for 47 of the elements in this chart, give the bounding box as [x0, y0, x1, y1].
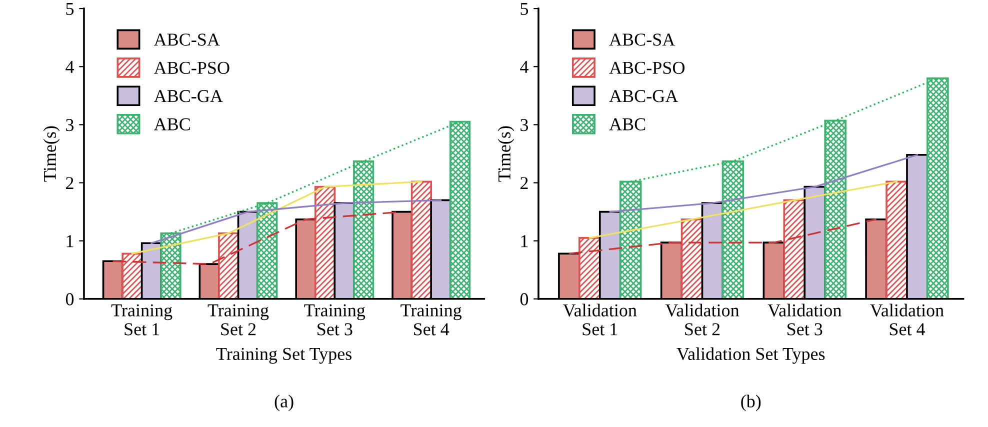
y-tick-label: 0	[520, 293, 528, 306]
x-tick-label: Training Set 1	[111, 304, 172, 336]
x-axis-title: Validation Set Types	[676, 347, 825, 364]
x-tick-label: Training Set 2	[208, 304, 269, 336]
y-axis-title: Time(s)	[498, 126, 514, 182]
bar	[449, 120, 471, 299]
bar	[824, 120, 846, 299]
y-tick-label: 4	[66, 60, 74, 73]
bar	[256, 202, 278, 299]
legend-label: ABC-GA	[154, 90, 223, 102]
x-tick-label: Validation Set 3	[768, 304, 842, 336]
legend-label: ABC-PSO	[609, 62, 684, 74]
bar	[160, 232, 182, 299]
text: (b)	[741, 394, 761, 412]
x-axis-title: Training Set Types	[216, 348, 352, 364]
line-series	[588, 180, 898, 239]
y-tick-label: 2	[520, 177, 528, 190]
legend-label: ABC	[154, 118, 190, 130]
y-tick-label: 5	[66, 2, 74, 15]
y-tick-label: 5	[520, 2, 528, 15]
x-tick-label: Validation Set 2	[665, 304, 740, 336]
y-tick-label: 1	[521, 235, 528, 248]
x-tick-label: Training Set 3	[304, 304, 366, 336]
line-series	[150, 199, 442, 244]
y-tick-label: 0	[66, 293, 74, 306]
line-series	[131, 180, 422, 254]
legend-label: ABC-GA	[609, 90, 678, 102]
line-series	[609, 154, 918, 213]
text: (a)	[274, 394, 294, 412]
bar	[619, 180, 642, 299]
y-tick-label: 1	[66, 235, 74, 248]
bar	[353, 160, 374, 299]
y-tick-label: 3	[66, 118, 74, 132]
bar	[886, 180, 908, 299]
legend-label: ABC-PSO	[154, 62, 230, 74]
legend-label: ABC-SA	[609, 34, 676, 46]
y-tick-label: 3	[520, 118, 528, 132]
x-tick-label: Validation Set 1	[562, 304, 637, 336]
x-tick-label: Validation Set 4	[870, 304, 944, 336]
y-tick-label: 2	[66, 177, 74, 190]
y-axis-title: Time(s)	[43, 126, 60, 182]
legend-label: ABC	[609, 118, 646, 130]
legend-label: ABC-SA	[154, 34, 220, 46]
bar	[722, 160, 744, 299]
y-tick-label: 4	[520, 60, 528, 73]
x-tick-label: Training Set 4	[400, 304, 462, 336]
bar	[926, 77, 949, 299]
